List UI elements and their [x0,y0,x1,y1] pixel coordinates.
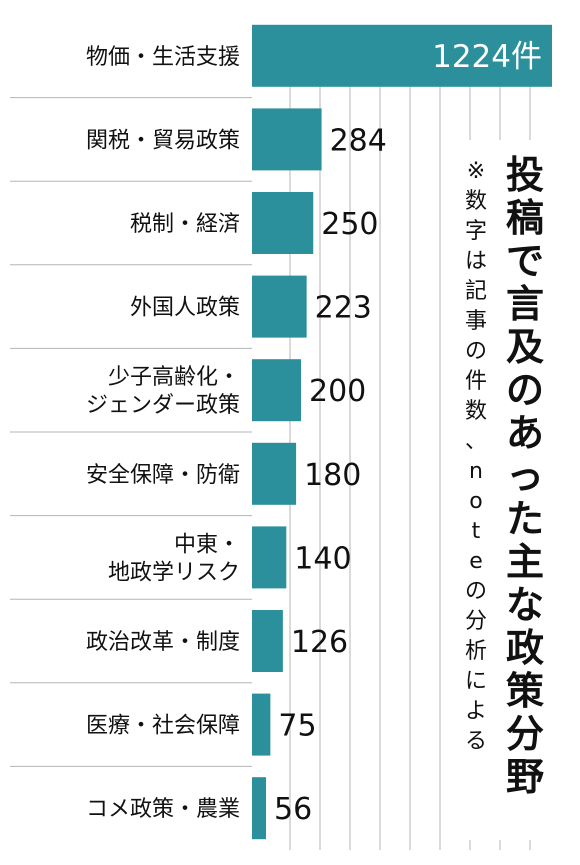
chart-title-text: 投稿で言及のあった主な政策分野 [506,153,544,799]
bar-8 [252,693,271,756]
value-label-7: 126 [291,625,348,660]
value-label-9: 56 [274,792,312,827]
bar-6 [252,526,287,589]
bar-5 [252,442,297,505]
category-label-0: 物価・生活支援 [86,45,240,70]
grid-layer [10,84,531,850]
value-label-3: 223 [315,291,372,326]
bar-layer [252,24,552,840]
category-label-5: 安全保障・防衛 [86,463,240,488]
value-label-8: 75 [278,709,316,744]
bar-4 [252,359,301,422]
bar-2 [252,192,314,254]
label-layer: 1224件 物価・生活支援 284 関税・貿易政策 250 税制・経済 223 外国人政策 20… [86,39,542,827]
value-label-0: 1224件 [432,39,542,75]
category-label-3: 外国人政策 [130,296,240,321]
category-label-9: コメ政策・農業 [86,797,240,822]
bar-0 [252,24,552,87]
chart-title: 投稿で言及のあった主な政策分野 [448,140,560,840]
category-label-4: 少子高齢化・ジェンダー政策 [86,365,240,418]
category-label-8: 医療・社会保障 [86,714,240,739]
value-label-1: 284 [330,123,387,158]
bar-3 [252,275,307,338]
bar-7 [252,610,283,672]
title-panel [448,140,560,840]
category-label-6: 中東・地政学リスク [108,532,240,585]
category-label-1: 関税・貿易政策 [86,128,240,153]
category-label-2: 税制・経済 [130,212,240,237]
category-label-7: 政治改革・制度 [86,630,240,655]
bar-9 [252,777,266,840]
chart-note-text: ※数字は記事の件数、 n o t e の分析による [465,159,487,754]
value-label-2: 250 [321,207,378,242]
chart-note: ※数字は記事の件数、 n o t e の分析による [465,159,487,754]
bar-1 [252,108,322,171]
value-label-6: 140 [294,541,351,576]
value-label-4: 200 [309,374,366,409]
value-label-5: 180 [304,458,361,493]
